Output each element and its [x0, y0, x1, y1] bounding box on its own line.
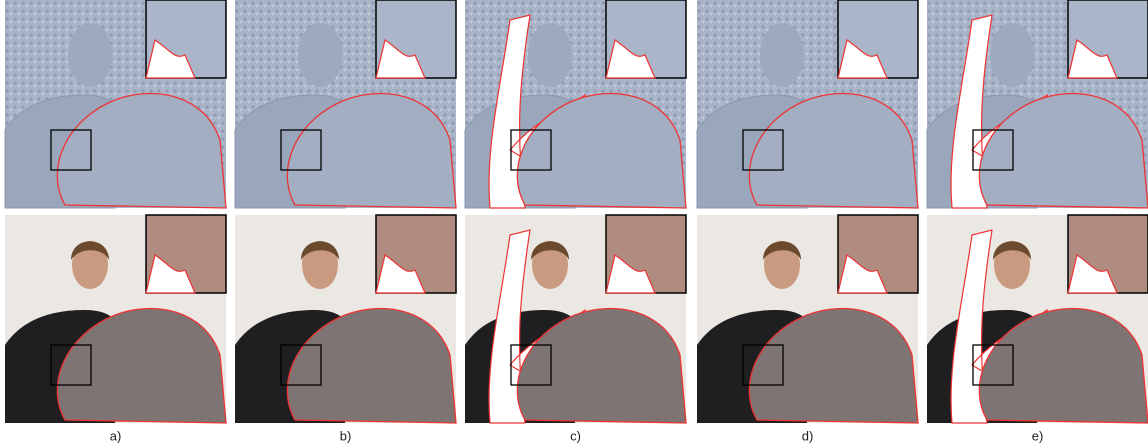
panel-label: b): [340, 428, 352, 443]
geometry-view: [235, 0, 456, 208]
panel: c): [465, 0, 686, 443]
panel: b): [235, 0, 456, 443]
head-shape: [990, 23, 1034, 87]
panel-label: c): [570, 428, 581, 443]
geometry-view: [697, 0, 918, 208]
head-shape: [298, 23, 342, 87]
panel-label: e): [1032, 428, 1044, 443]
color-view: [927, 215, 1148, 423]
geometry-view: [465, 0, 686, 208]
panel-label: d): [802, 428, 814, 443]
geometry-view: [927, 0, 1148, 208]
color-view: [5, 215, 226, 423]
color-view: [697, 215, 918, 423]
panel: a): [5, 0, 226, 443]
figure: a) b) c) d) e): [0, 0, 1148, 447]
head-shape: [528, 23, 572, 87]
color-view: [235, 215, 456, 423]
head-shape: [760, 23, 804, 87]
panel: e): [927, 0, 1148, 443]
geometry-view: [5, 0, 226, 208]
page: a)b)c)d)e) (() => { const data = JSON.pa…: [0, 0, 1148, 447]
panel: d): [697, 0, 918, 443]
head-shape: [68, 23, 112, 87]
color-view: [465, 215, 686, 423]
panel-label: a): [110, 428, 122, 443]
